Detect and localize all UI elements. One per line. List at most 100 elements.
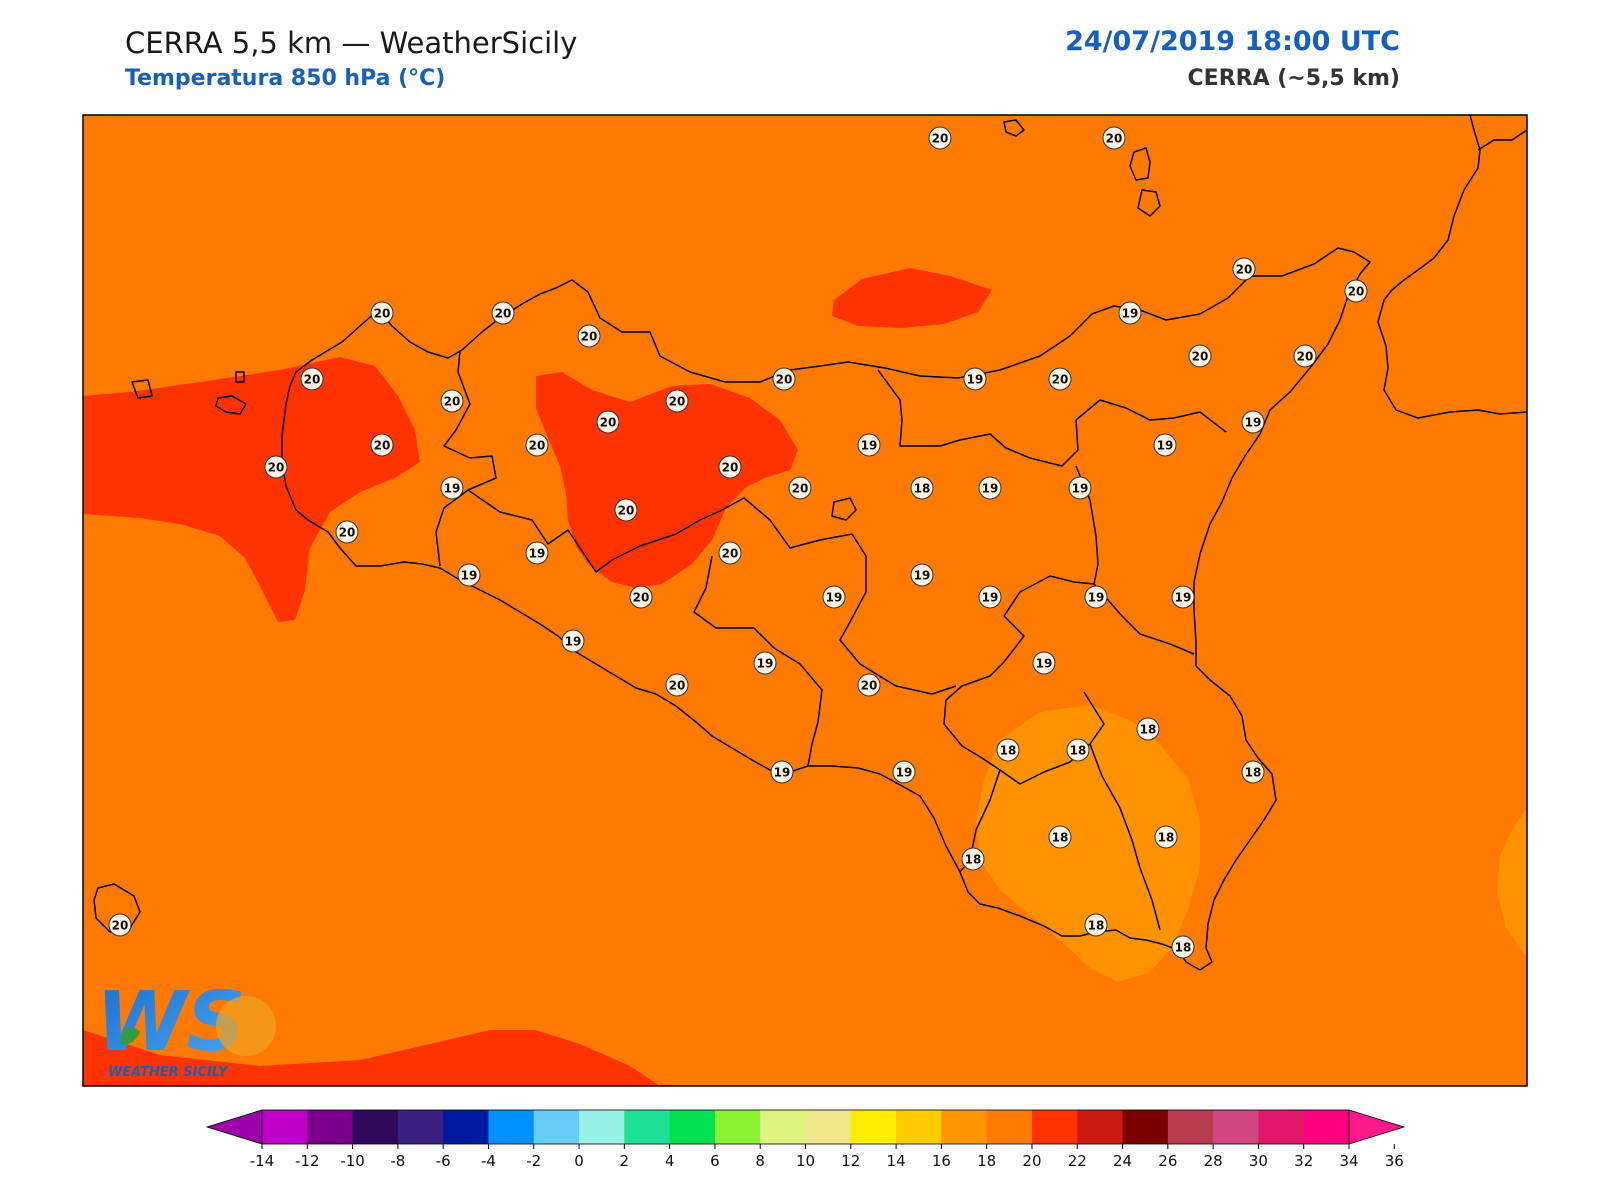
station-marker (857, 673, 881, 697)
province-boundary-2 (467, 489, 853, 573)
station-marker (910, 563, 934, 587)
station-value: 20 (495, 307, 512, 321)
station-label: 20 (928, 126, 952, 150)
station-marker (1171, 935, 1195, 959)
lake-pozzillo (831, 497, 857, 521)
station-value: 20 (1236, 263, 1253, 277)
colorbar-swatch (986, 1110, 1033, 1144)
station-label: 20 (370, 301, 394, 325)
station-value: 19 (461, 569, 478, 583)
colorbar-swatch (1258, 1110, 1305, 1144)
station-value: 20 (112, 919, 129, 933)
station-marker (1048, 825, 1072, 849)
station-label: 19 (892, 760, 916, 784)
colorbar-swatch (896, 1110, 942, 1144)
station-label: 18 (1154, 825, 1178, 849)
colorbar-swatch (488, 1110, 535, 1144)
colorbar-swatch (443, 1110, 489, 1144)
station-value: 19 (444, 482, 461, 496)
station-label: 18 (1084, 913, 1108, 937)
station-value: 19 (1036, 657, 1053, 671)
valid-datetime: 24/07/2019 18:00 UTC (1065, 26, 1400, 57)
station-label: 20 (440, 389, 464, 413)
station-value: 19 (774, 766, 791, 780)
colorbar-swatch (579, 1110, 625, 1144)
station-marker (1068, 476, 1092, 500)
colorbar-tick-label: 22 (1068, 1152, 1087, 1170)
colorbar-swatch (1031, 1110, 1078, 1144)
station-marker (525, 541, 549, 565)
station-marker (264, 455, 288, 479)
station-label: 20 (108, 913, 132, 937)
colorbar-tick-label: 20 (1022, 1152, 1041, 1170)
colorbar-swatch (352, 1110, 399, 1144)
station-marker (1153, 433, 1177, 457)
colorbar-tick-label: -8 (390, 1152, 405, 1170)
colorbar-swatch (714, 1110, 761, 1144)
station-value: 19 (982, 482, 999, 496)
logo-leaf-icon (120, 1027, 140, 1045)
island-lipari (1137, 189, 1161, 217)
station-value: 19 (757, 657, 774, 671)
station-label: 18 (1171, 935, 1195, 959)
station-marker (788, 476, 812, 500)
station-value: 19 (982, 591, 999, 605)
colorbar-swatch (262, 1110, 308, 1144)
station-label: 20 (857, 673, 881, 697)
colorbar-tick-label: 34 (1339, 1152, 1358, 1170)
colorbar-tick-label: 26 (1158, 1152, 1177, 1170)
station-value: 20 (722, 461, 739, 475)
weather-sicily-logo: WS WEATHER SICILY (96, 975, 276, 1080)
station-marker (1188, 344, 1212, 368)
station-value: 20 (1106, 132, 1123, 146)
station-label: 20 (772, 367, 796, 391)
colorbar-swatch (941, 1110, 988, 1144)
station-marker (665, 389, 689, 413)
station-marker (596, 410, 620, 434)
colorbar-swatch (1167, 1110, 1214, 1144)
colorbar-swatch (669, 1110, 716, 1144)
colorbar-tick-label: 28 (1204, 1152, 1223, 1170)
station-value: 18 (1000, 744, 1017, 758)
station-marker (753, 651, 777, 675)
station-value: 18 (965, 853, 982, 867)
temperature-field (83, 115, 1527, 1086)
station-marker (1066, 738, 1090, 762)
logo-sun-icon (216, 996, 276, 1056)
island-marettimo (131, 379, 153, 399)
station-marker (335, 520, 359, 544)
colorbar-tick-label: 16 (932, 1152, 951, 1170)
province-boundary-4 (877, 369, 1227, 467)
station-marker (1032, 651, 1056, 675)
station-marker (996, 738, 1020, 762)
station-label: 18 (1136, 717, 1160, 741)
station-marker (1344, 279, 1368, 303)
station-value: 18 (1070, 744, 1087, 758)
station-value: 18 (1175, 941, 1192, 955)
sicily-coastline (281, 247, 1371, 971)
field-background (83, 115, 1527, 1086)
station-marker (1084, 913, 1108, 937)
province-boundary-8 (1089, 743, 1161, 931)
station-marker (1136, 717, 1160, 741)
province-boundary-1 (435, 349, 497, 567)
colorbar-tick-label: 18 (977, 1152, 996, 1170)
station-label: 18 (996, 738, 1020, 762)
map-frame (82, 114, 1528, 1087)
colorbar: -14 -12 -10 -8 -6 -4 -2 0 2 4 6 8 10 12 14 16 18 20 22 24 26… (205, 1109, 1406, 1170)
station-marker (961, 847, 985, 871)
station-value: 19 (529, 547, 546, 561)
station-label: 19 (1068, 476, 1092, 500)
station-value: 19 (1072, 482, 1089, 496)
station-label: 20 (525, 433, 549, 457)
station-label: 19 (978, 476, 1002, 500)
station-marker (1048, 367, 1072, 391)
station-label: 20 (718, 455, 742, 479)
station-label: 20 (1102, 126, 1126, 150)
station-value: 19 (861, 439, 878, 453)
province-boundary-6 (839, 533, 957, 695)
station-marker (978, 476, 1002, 500)
station-label: 19 (457, 563, 481, 587)
station-label: 20 (614, 498, 638, 522)
tyrrhenian-warm-patch (832, 268, 992, 328)
